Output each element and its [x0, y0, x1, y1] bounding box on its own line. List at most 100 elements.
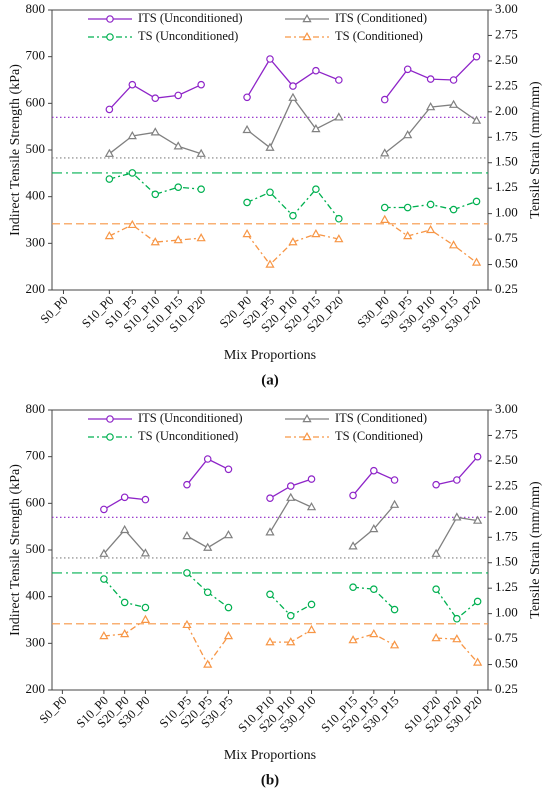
y2-tick-label: 2.50	[495, 52, 518, 67]
data-point	[390, 605, 399, 614]
data-point	[100, 575, 108, 583]
y-tick-label: 700	[26, 48, 46, 63]
data-point	[380, 203, 389, 212]
data-point	[432, 585, 440, 594]
data-point	[473, 452, 482, 461]
data-point	[266, 55, 274, 63]
data-point	[100, 505, 108, 514]
data-point	[266, 188, 274, 197]
data-point	[289, 82, 297, 90]
data-point	[334, 112, 344, 121]
data-point	[312, 66, 320, 75]
y-tick-label: 500	[26, 141, 46, 156]
y-axis-title: Indirect Tensile Strength (kPa)	[8, 64, 23, 236]
data-point	[432, 480, 440, 489]
legend-marker	[302, 431, 312, 441]
data-point	[471, 257, 482, 266]
y-tick-label: 200	[26, 281, 46, 296]
data-point	[150, 237, 160, 246]
data-point	[286, 637, 296, 646]
y2-tick-label: 1.00	[495, 605, 518, 620]
data-point	[380, 148, 390, 157]
data-point	[197, 80, 205, 89]
data-point	[223, 530, 234, 539]
y-tick-label: 800	[26, 1, 46, 16]
data-point	[473, 597, 482, 606]
data-point	[449, 76, 458, 84]
data-point	[431, 548, 441, 557]
data-point	[426, 75, 435, 83]
caption: (a)	[261, 372, 279, 388]
data-point	[403, 65, 412, 74]
legend-label: ITS (Conditioned)	[335, 11, 427, 25]
data-point	[311, 228, 321, 238]
data-point	[183, 569, 191, 577]
y2-tick-label: 1.75	[495, 528, 518, 543]
y2-tick-label: 1.50	[495, 154, 518, 169]
y2-axis-title: Tensile Strain (mm/mm)	[528, 481, 543, 619]
data-point	[288, 92, 298, 101]
x-axis-title: Mix Proportions	[224, 748, 316, 763]
data-point	[471, 115, 482, 124]
y2-tick-label: 1.25	[495, 179, 518, 194]
data-point	[265, 637, 275, 646]
data-point	[128, 80, 137, 89]
data-point	[173, 235, 183, 244]
data-point	[265, 259, 275, 268]
x-tick-label: S0_P0	[37, 693, 70, 726]
data-point	[196, 148, 206, 157]
data-point	[369, 523, 379, 533]
data-point	[242, 124, 252, 134]
data-point	[266, 590, 274, 599]
y-tick-label: 400	[26, 588, 46, 603]
legend-marker	[302, 13, 312, 23]
data-point	[150, 127, 160, 136]
data-point	[335, 214, 343, 223]
y2-tick-label: 2.00	[495, 503, 518, 518]
data-point	[306, 624, 317, 634]
data-point	[307, 600, 316, 609]
y2-tick-label: 0.75	[495, 230, 518, 245]
data-point	[349, 491, 357, 500]
data-point	[348, 541, 358, 550]
data-point	[265, 142, 275, 151]
data-point	[311, 123, 321, 133]
y2-tick-label: 3.00	[495, 401, 518, 416]
data-point	[120, 628, 130, 638]
data-point	[128, 169, 137, 177]
data-point	[306, 502, 317, 511]
legend-label: ITS (Unconditioned)	[138, 11, 243, 25]
data-point	[120, 598, 129, 607]
series-line	[103, 496, 478, 555]
data-point	[334, 234, 344, 243]
legend-marker	[302, 413, 312, 423]
data-point	[472, 52, 481, 61]
data-point	[104, 231, 114, 240]
data-point	[312, 185, 320, 194]
data-point	[453, 476, 461, 484]
data-point	[140, 614, 151, 623]
data-point	[127, 219, 137, 229]
data-point	[182, 619, 192, 629]
data-point	[203, 588, 212, 597]
y2-tick-label: 0.50	[495, 656, 518, 671]
data-point	[286, 611, 295, 620]
y2-tick-label: 0.50	[495, 256, 518, 271]
data-point	[151, 94, 160, 103]
data-point	[224, 465, 233, 474]
data-point	[335, 76, 343, 84]
data-point	[173, 141, 183, 150]
legend-label: TS (Unconditioned)	[138, 429, 238, 443]
data-point	[307, 475, 316, 483]
data-point	[390, 476, 399, 484]
legend-marker	[302, 31, 312, 41]
data-point	[431, 633, 441, 642]
data-point	[403, 130, 413, 139]
data-point	[452, 634, 462, 643]
y2-tick-label: 1.50	[495, 554, 518, 569]
data-point	[105, 105, 114, 114]
y-tick-label: 700	[26, 448, 46, 463]
data-point	[380, 214, 390, 223]
data-point	[380, 95, 389, 104]
data-point	[197, 185, 205, 194]
